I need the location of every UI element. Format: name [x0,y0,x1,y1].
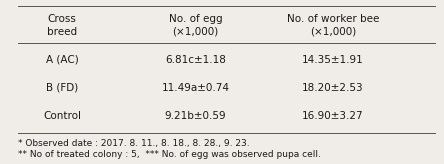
Text: Control: Control [43,111,81,121]
Text: ** No of treated colony : 5,  *** No. of egg was observed pupa cell.: ** No of treated colony : 5, *** No. of … [18,151,321,159]
Text: 9.21b±0.59: 9.21b±0.59 [165,111,226,121]
Text: * Observed date : 2017. 8. 11., 8. 18., 8. 28., 9. 23.: * Observed date : 2017. 8. 11., 8. 18., … [18,139,250,148]
Text: No. of egg
(×1,000): No. of egg (×1,000) [169,14,222,37]
Text: 16.90±3.27: 16.90±3.27 [302,111,364,121]
Text: A (AC): A (AC) [46,55,79,65]
Text: 14.35±1.91: 14.35±1.91 [302,55,364,65]
Text: No. of worker bee
(×1,000): No. of worker bee (×1,000) [287,14,379,37]
Text: 18.20±2.53: 18.20±2.53 [302,83,364,93]
Text: 11.49a±0.74: 11.49a±0.74 [161,83,230,93]
Text: 6.81c±1.18: 6.81c±1.18 [165,55,226,65]
Text: B (FD): B (FD) [46,83,78,93]
Text: Cross
breed: Cross breed [47,14,77,37]
